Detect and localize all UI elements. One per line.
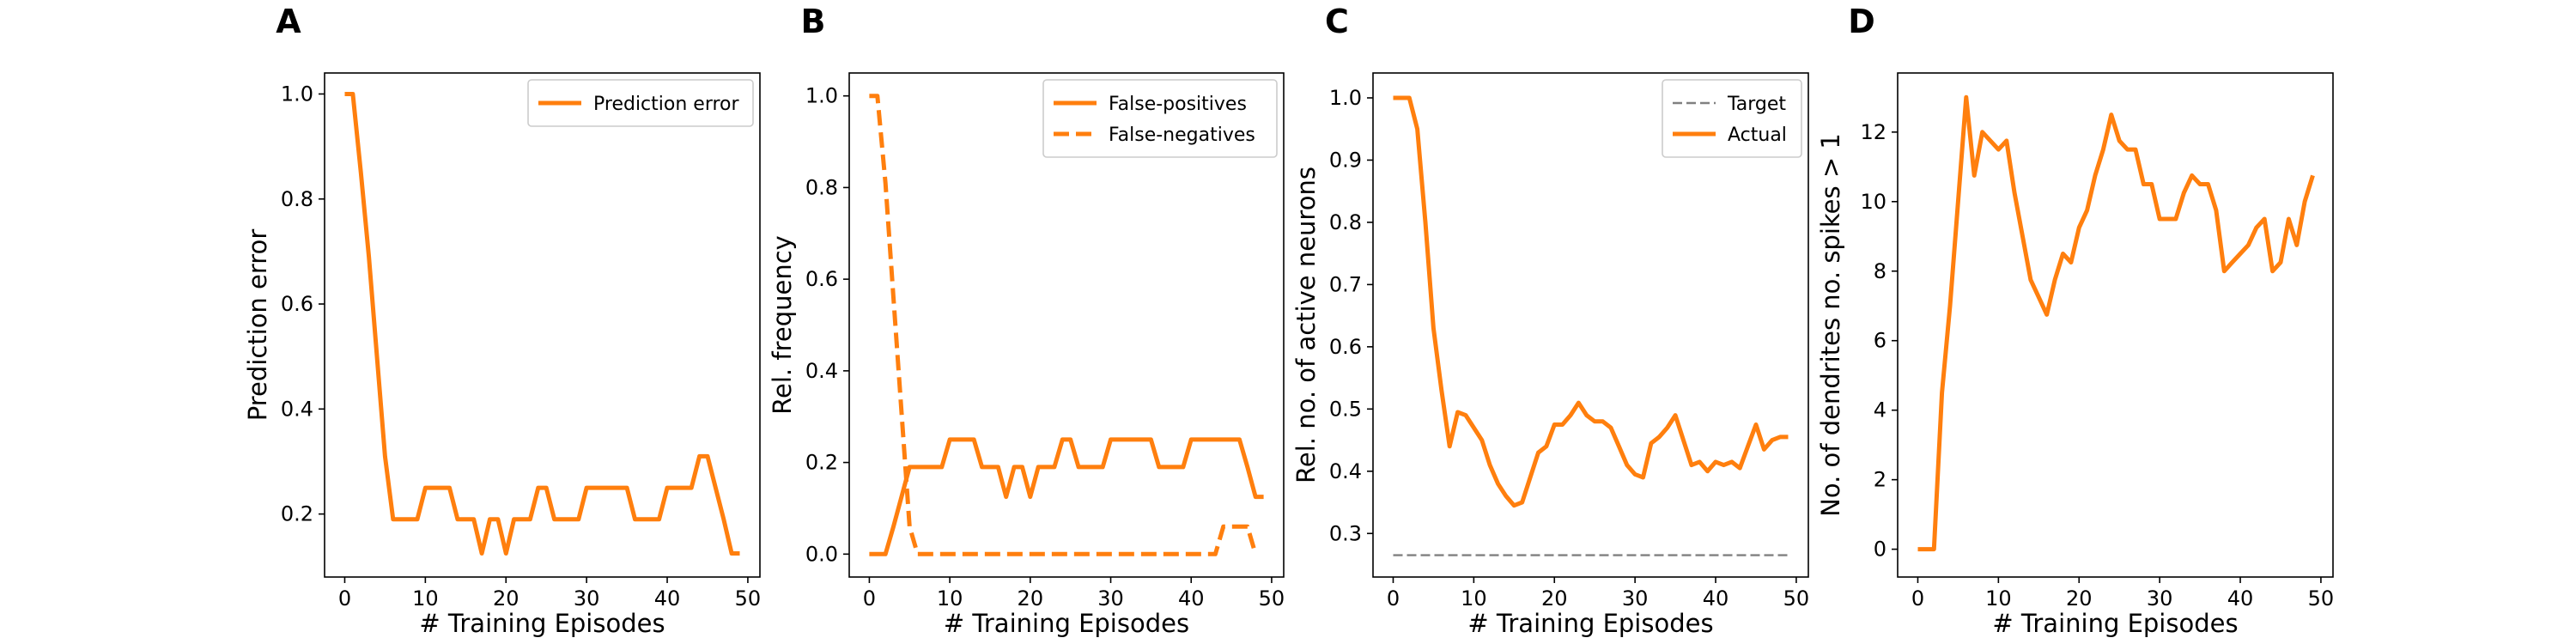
x-axis-label-c: # Training Episodes [1467,609,1713,638]
series-line-c-2 [1393,95,1789,508]
legend-b: False-positives False-negatives [1042,79,1278,158]
x-tick-label-b: 10 [937,586,963,611]
y-axis-label-c: Rel. no. of active neurons [1291,167,1321,483]
y-tick-label-a: 0.6 [281,292,313,316]
legend-c: Target Actual [1662,79,1802,158]
x-tick-label-d: 20 [2066,586,2093,611]
y-tick-label-b: 1.0 [805,84,838,108]
legend-a: Prediction error [527,79,754,127]
y-tick-label-b: 0.6 [805,267,838,291]
y-tick-label-b: 0.0 [805,542,838,566]
legend-label-b-1: False-positives [1109,94,1247,115]
x-tick-label-d: 50 [2308,586,2335,611]
y-tick-label-d: 12 [1860,120,1886,144]
y-tick-label-d: 10 [1860,190,1886,214]
x-tick-label-d: 30 [2147,586,2173,611]
legend-label-c-1: Target [1727,94,1786,115]
y-tick-label-d: 6 [1874,329,1886,353]
y-tick-label-d: 0 [1874,538,1886,562]
plot-frame-c [1372,72,1809,578]
y-tick-label-b: 0.4 [805,359,838,383]
panel-a-group: A 0 10 20 30 40 50 0.2 0.4 0.6 0.8 1.0 # Training Ep… [243,3,761,638]
series-line-b-2 [869,94,1258,556]
y-axis-label-d: No. of dendrites no. spikes > 1 [1816,133,1845,517]
x-tick-label-c: 40 [1703,586,1729,611]
y-tick-label-c: 0.4 [1329,459,1362,483]
x-axis-label-d: # Training Episodes [1992,609,2238,638]
x-tick-label-c: 50 [1783,586,1810,611]
x-tick-label-b: 50 [1259,586,1285,611]
plot-frame-d [1897,72,2334,578]
panel-letter-c: C [1325,3,1349,40]
x-axis-label-a: # Training Episodes [419,609,665,638]
y-tick-label-d: 2 [1874,468,1886,492]
y-tick-label-c: 0.6 [1329,335,1362,359]
x-tick-label-d: 10 [1985,586,2012,611]
legend-label-b-2: False-negatives [1109,125,1255,146]
x-tick-label-a: 0 [338,586,351,611]
x-tick-label-a: 40 [654,586,681,611]
y-tick-label-a: 1.0 [281,82,313,106]
y-tick-label-c: 0.8 [1329,210,1362,234]
legend-box-c [1662,79,1802,158]
y-tick-label-b: 0.2 [805,451,838,475]
y-tick-label-a: 0.8 [281,187,313,211]
panel-letter-d: D [1848,3,1875,40]
x-tick-label-d: 40 [2227,586,2254,611]
legend-label-a-1: Prediction error [593,94,739,115]
panel-letter-a: A [276,3,301,40]
y-axis-label-a: Prediction error [243,229,272,422]
legend-label-c-2: Actual [1728,125,1787,146]
y-tick-label-d: 8 [1874,259,1886,283]
plot-frame-b [848,72,1285,578]
x-tick-label-b: 20 [1018,586,1044,611]
panel-b-group: B 0 10 20 30 40 50 0.0 0.2 0.4 0.6 0.8 1.0 # Training… [768,3,1285,638]
y-tick-label-a: 0.2 [281,502,313,526]
y-tick-label-c: 0.9 [1329,148,1362,172]
x-axis-label-b: # Training Episodes [944,609,1189,638]
x-tick-label-b: 30 [1097,586,1124,611]
x-tick-label-c: 0 [1387,586,1400,611]
panel-d-group: D 0 10 20 30 40 50 0 2 4 6 8 10 12 # Training Episodes… [1816,3,2334,638]
x-tick-label-a: 50 [735,586,762,611]
x-tick-label-d: 0 [1911,586,1924,611]
y-tick-label-c: 0.7 [1329,272,1362,296]
series-line-b-1 [869,437,1264,556]
y-tick-label-d: 4 [1874,398,1886,422]
legend-box-b [1042,79,1278,158]
legend-box-a [527,79,754,127]
panel-letter-b: B [801,3,826,40]
x-tick-label-b: 40 [1178,586,1205,611]
y-tick-label-c: 0.3 [1329,521,1362,545]
plot-frame-a [324,72,761,578]
y-tick-label-b: 0.8 [805,175,838,199]
x-tick-label-c: 10 [1461,586,1487,611]
series-line-a-1 [344,92,740,556]
y-tick-label-c: 0.5 [1329,397,1362,421]
series-line-d-1 [1917,94,2315,552]
x-tick-label-b: 0 [863,586,876,611]
x-tick-label-a: 10 [412,586,439,611]
panel-c-group: C 0 10 20 30 40 50 0.3 0.4 0.5 0.6 0.7 0.8 0.9 1.0 # Tr… [1291,3,1809,638]
y-tick-label-c: 1.0 [1329,86,1362,110]
x-tick-label-a: 20 [493,586,519,611]
x-tick-label-a: 30 [574,586,600,611]
x-tick-label-c: 20 [1541,586,1568,611]
x-tick-label-c: 30 [1622,586,1649,611]
y-tick-label-a: 0.4 [281,397,313,421]
y-axis-label-b: Rel. frequency [768,235,797,415]
